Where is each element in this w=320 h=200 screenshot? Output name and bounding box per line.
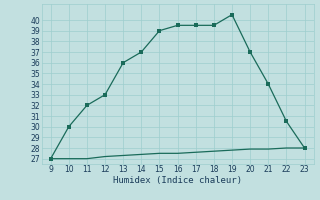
X-axis label: Humidex (Indice chaleur): Humidex (Indice chaleur) <box>113 176 242 185</box>
